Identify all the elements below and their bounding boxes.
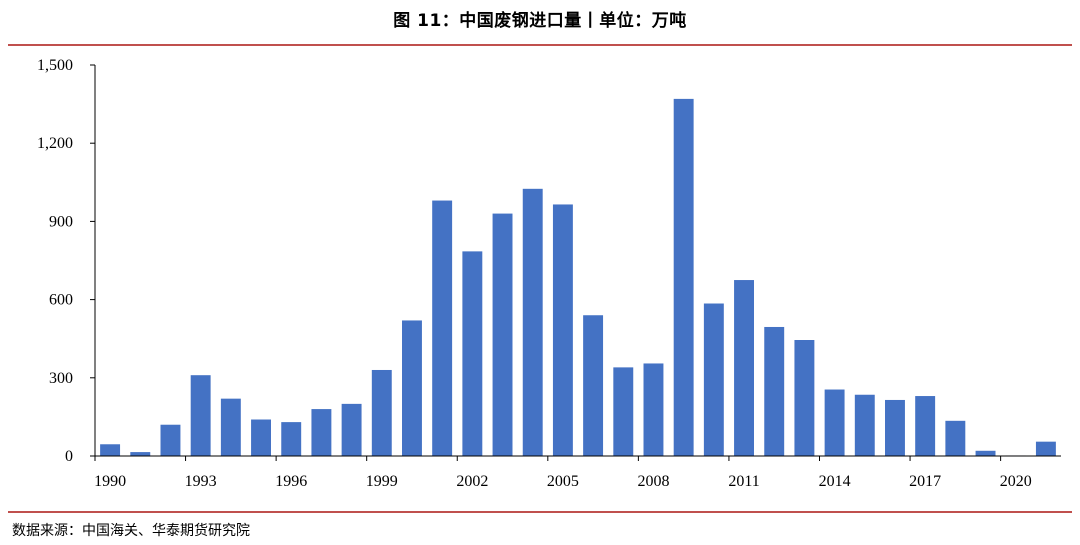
- bar-1992: [160, 424, 181, 456]
- bottom-rule: [8, 511, 1072, 513]
- x-tick-label: 1993: [185, 473, 217, 490]
- y-tick-label: 0: [65, 448, 73, 465]
- bar-1991: [130, 452, 151, 456]
- bar-2008: [643, 363, 664, 456]
- bar-2018: [945, 420, 966, 456]
- bar-2002: [462, 251, 483, 456]
- bar-1999: [371, 369, 392, 456]
- bar-1997: [311, 409, 332, 456]
- bar-1994: [220, 398, 241, 456]
- bar-2017: [915, 396, 936, 456]
- bar-2014: [824, 389, 845, 456]
- bar-2019: [975, 450, 996, 456]
- y-tick-label: 900: [49, 213, 73, 230]
- x-tick-label: 2002: [456, 473, 488, 490]
- bar-2007: [613, 367, 634, 456]
- bar-2004: [522, 188, 543, 457]
- source-note: 数据来源：中国海关、华泰期货研究院: [12, 523, 250, 539]
- bar-2006: [583, 315, 604, 456]
- x-tick-label: 2008: [637, 473, 669, 490]
- x-tick-label: 2011: [728, 473, 759, 490]
- x-tick-label: 1990: [94, 473, 126, 490]
- x-tick-label: 2005: [547, 473, 579, 490]
- bar-2009: [673, 98, 694, 457]
- bar-1995: [251, 419, 271, 456]
- top-rule: [8, 44, 1072, 46]
- bar-2005: [552, 204, 573, 456]
- bar-2021: [1035, 441, 1056, 456]
- x-tick-label: 2014: [819, 473, 851, 490]
- bar-1996: [281, 422, 302, 456]
- bar-2016: [885, 399, 905, 456]
- bar-2011: [734, 280, 754, 456]
- y-tick-label: 1,200: [37, 135, 73, 152]
- x-tick-label: 1999: [366, 473, 398, 490]
- y-tick-label: 1,500: [37, 57, 73, 74]
- bar-2010: [703, 303, 724, 456]
- x-tick-label: 2017: [909, 473, 941, 490]
- bar-2003: [492, 213, 513, 456]
- y-tick-label: 600: [49, 292, 73, 309]
- bar-1990: [100, 444, 121, 456]
- bar-2015: [854, 394, 875, 456]
- bar-2000: [402, 320, 422, 456]
- bar-2001: [432, 200, 453, 456]
- bar-1993: [190, 375, 211, 456]
- y-tick-label: 300: [49, 370, 73, 387]
- bar-1998: [341, 403, 362, 456]
- bar-2013: [794, 340, 815, 456]
- chart-title: 图 11：中国废钢进口量丨单位：万吨: [393, 11, 687, 31]
- bar-2012: [764, 326, 785, 456]
- x-tick-label: 2020: [1000, 473, 1032, 490]
- x-tick-label: 1996: [275, 473, 307, 490]
